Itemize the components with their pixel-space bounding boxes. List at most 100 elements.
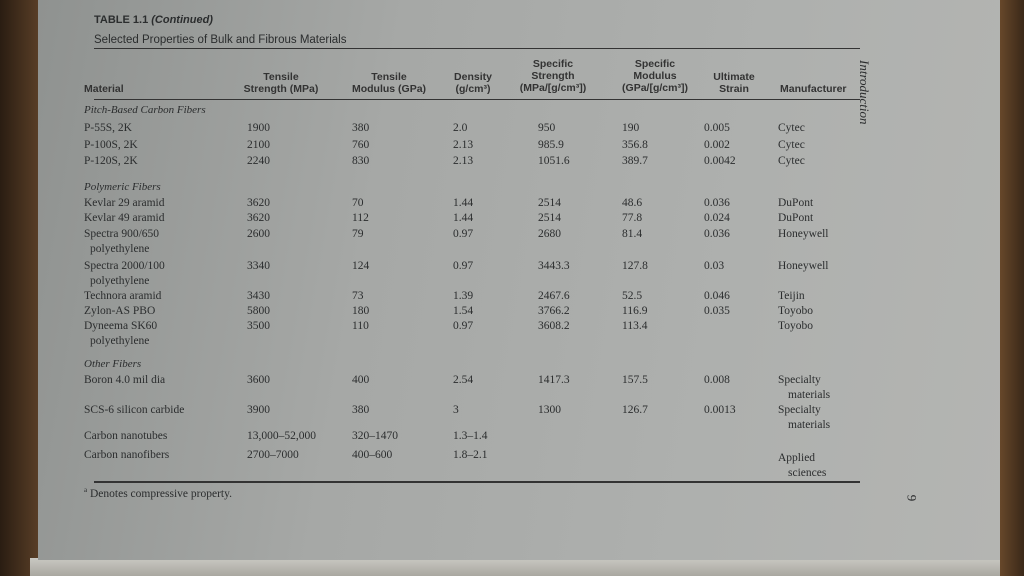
table-label: TABLE 1.1 (Continued) [94,14,213,26]
cell-ts: 13,000–52,000 [247,430,316,442]
cell-sm: 127.8 [622,260,648,272]
cell-d: 2.0 [453,122,468,134]
cell-ss: 3766.2 [538,305,570,317]
cell-tm: 124 [352,260,370,272]
cell-manufacturer: Honeywell [778,228,829,240]
page-edge [30,558,1000,576]
cell-ss: 985.9 [538,139,564,151]
cell-ss: 2514 [538,197,561,209]
cell-ts: 5800 [247,305,270,317]
cell-us: 0.0042 [704,155,736,167]
cell-d: 2.13 [453,139,474,151]
cell-d: 0.97 [453,260,474,272]
header-ultimate-strain: Ultimate Strain [713,71,755,95]
cell-sm: 356.8 [622,139,648,151]
cell-tm: 380 [352,122,370,134]
top-rule [94,48,860,49]
cell-manufacturer: Toyobo [778,305,813,317]
cell-material: Boron 4.0 mil dia [84,374,166,386]
section-heading: Polymeric Fibers [84,181,161,193]
cell-sm: 190 [622,122,640,134]
cell-sm: 157.5 [622,374,648,386]
cell-material: Spectra 2000/100 [84,260,165,272]
cell-sm: 77.8 [622,212,643,224]
cell-ss: 3443.3 [538,260,570,272]
cell-ss: 2467.6 [538,290,570,302]
cell-manufacturer: Cytec [778,155,805,167]
table-continued: (Continued) [151,14,213,26]
cell-tm: 79 [352,228,364,240]
cell-material: polyethylene [90,335,150,347]
cell-manufacturer: sciences [788,467,827,479]
cell-material: Technora aramid [84,290,162,302]
cell-material: Kevlar 49 aramid [84,212,165,224]
header-rule [94,99,860,100]
cell-d: 1.3–1.4 [453,430,488,442]
cell-manufacturer: materials [788,419,831,431]
header-specific-strength: Specific Strength (MPa/[g/cm³]) [519,58,587,94]
cell-d: 2.13 [453,155,474,167]
cell-ss: 3608.2 [538,320,570,332]
cell-ts: 2700–7000 [247,449,299,461]
cell-ts: 3620 [247,197,270,209]
cell-sm: 116.9 [622,305,648,317]
cell-sm: 48.6 [622,197,643,209]
desk-surface-left [0,0,40,576]
cell-us: 0.03 [704,260,725,272]
cell-us: 0.002 [704,139,730,151]
cell-sm: 113.4 [622,320,648,332]
cell-material: Carbon nanofibers [84,449,170,461]
cell-manufacturer: DuPont [778,197,814,209]
desk-surface-right [998,0,1024,576]
cell-ts: 3340 [247,260,270,272]
table-number: TABLE 1.1 [94,14,149,26]
header-density: Density (g/cm³) [454,71,492,95]
book-page [38,0,1000,560]
header-tensile-modulus: Tensile Modulus (GPa) [351,71,427,95]
cell-tm: 760 [352,139,370,151]
cell-us: 0.0013 [704,404,736,416]
footnote-mark: a [84,486,88,494]
cell-material: Spectra 900/650 [84,228,160,240]
cell-ts: 3600 [247,374,270,386]
cell-ts: 2240 [247,155,270,167]
cell-manufacturer: Specialty [778,374,821,386]
cell-material: Carbon nanotubes [84,430,168,442]
cell-tm: 380 [352,404,370,416]
cell-manufacturer: Cytec [778,139,805,151]
cell-material: polyethylene [90,275,150,287]
cell-tm: 70 [352,197,364,209]
table-caption: Selected Properties of Bulk and Fibrous … [94,34,347,46]
cell-ss: 2680 [538,228,561,240]
footnote: a Denotes compressive property. [84,486,232,500]
cell-us: 0.008 [704,374,730,386]
cell-material: polyethylene [90,243,150,255]
cell-tm: 400–600 [352,449,393,461]
cell-material: Zylon-AS PBO [84,305,156,317]
cell-ss: 1300 [538,404,561,416]
cell-sm: 52.5 [622,290,643,302]
cell-manufacturer: Toyobo [778,320,813,332]
cell-tm: 400 [352,374,370,386]
page-number: 9 [904,494,920,502]
header-tensile-strength: Tensile Strength (MPa) [243,71,319,95]
cell-tm: 320–1470 [352,430,398,442]
cell-us: 0.036 [704,228,730,240]
cell-d: 0.97 [453,228,474,240]
cell-d: 1.39 [453,290,474,302]
cell-d: 3 [453,404,459,416]
cell-tm: 830 [352,155,370,167]
cell-manufacturer: Honeywell [778,260,829,272]
header-manufacturer: Manufacturer [780,83,847,95]
cell-material: P-55S, 2K [84,122,132,134]
cell-manufacturer: Applied [778,452,816,464]
footnote-text: Denotes compressive property. [89,487,232,500]
cell-d: 1.44 [453,197,474,209]
cell-material: Kevlar 29 aramid [84,197,165,209]
cell-ts: 3620 [247,212,270,224]
cell-ts: 2100 [247,139,270,151]
cell-tm: 73 [352,290,364,302]
cell-manufacturer: Teijin [778,290,805,302]
cell-sm: 389.7 [622,155,648,167]
cell-ts: 1900 [247,122,270,134]
